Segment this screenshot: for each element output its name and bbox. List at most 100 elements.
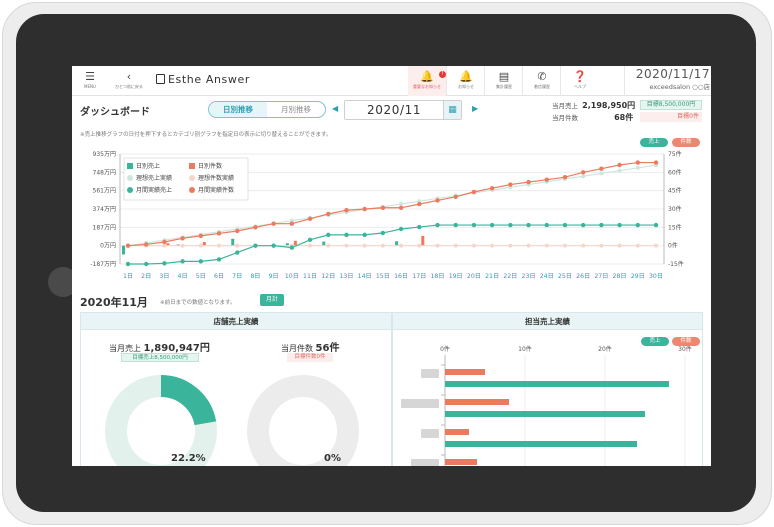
monthly-count-point — [271, 221, 276, 226]
x-tick-label: 4日 — [178, 273, 188, 280]
monthly-count-point — [471, 189, 477, 195]
sales-target-badge: 目標8,500,000円 — [640, 100, 702, 110]
monthly-sales-point — [125, 261, 131, 267]
tab-daily[interactable]: 日別推移 — [209, 102, 267, 117]
ideal-count-point — [399, 243, 404, 248]
monthly-count-point — [398, 205, 404, 210]
monthly-sales-point — [253, 243, 258, 248]
y-right-tick-label: 15件 — [668, 223, 682, 231]
important-notice-button[interactable]: 🔔 ! 重要なお知らせ — [408, 66, 446, 96]
monthly-count-point — [307, 216, 313, 221]
x-tick-label: 28日 — [613, 273, 627, 280]
legend-marker — [127, 175, 133, 181]
daily-count-bar — [202, 242, 206, 246]
monthly-count-line — [127, 161, 656, 247]
daily-sales-bar — [395, 241, 399, 246]
monthly-total-button[interactable]: 月計 — [260, 294, 284, 306]
store-count-label: 当月件数 — [281, 344, 313, 353]
menu-button[interactable]: ☰ MENU — [76, 66, 104, 96]
back-button[interactable]: ‹ ひとつ前に戻る — [110, 66, 148, 96]
monthly-sales-point — [544, 222, 549, 228]
x-tick-label: 17日 — [412, 273, 426, 280]
document-icon: ▤ — [498, 70, 510, 83]
y-left-tick-label: 187万円 — [93, 224, 116, 231]
monthly-sales-point — [271, 243, 276, 248]
x-tick-label: 20日 — [467, 273, 481, 280]
monthly-sales-point — [198, 259, 204, 264]
x-tick-label: 12日 — [321, 273, 335, 280]
tab-monthly[interactable]: 月別推移 — [281, 105, 311, 114]
monthly-sales-point — [453, 222, 458, 228]
call-history-button[interactable]: ✆ 着信履歴 — [524, 66, 560, 96]
ideal-sales-point — [399, 202, 404, 206]
count-toggle-pill[interactable]: 件数 — [672, 138, 700, 147]
staff-count-pill[interactable]: 件数 — [672, 337, 700, 346]
legend-marker — [127, 163, 133, 169]
sales-toggle-pill[interactable]: 売上 — [640, 138, 668, 147]
ideal-count-point — [235, 243, 240, 248]
x-tick-label: 5日 — [196, 273, 206, 280]
monthly-sales-point — [144, 261, 149, 267]
staff-sales-bar — [445, 441, 637, 447]
ideal-count-point — [435, 243, 440, 248]
x-tick-label: 1日 — [123, 273, 133, 280]
bell-icon: 🔔 — [459, 70, 473, 83]
menu-label: MENU — [84, 84, 96, 89]
monthly-sales-point — [489, 222, 495, 228]
monthly-sales-point — [653, 222, 659, 228]
prev-month-arrow-icon[interactable]: ◀ — [332, 104, 339, 113]
divider — [624, 66, 625, 96]
month-picker[interactable]: 2020/11 ▦ — [344, 100, 462, 120]
help-label: ヘルプ — [574, 84, 586, 89]
ideal-count-point — [162, 243, 167, 248]
staff-sales-pill[interactable]: 売上 — [641, 337, 669, 346]
monthly-sales-point — [562, 222, 568, 228]
x-tick-label: 2日 — [141, 273, 151, 280]
ideal-sales-point — [289, 218, 294, 223]
history-button[interactable]: ▤ 集計履歴 — [486, 66, 522, 96]
x-tick-label: 7日 — [232, 273, 242, 280]
monthly-count-summary: 当月件数 68件 — [552, 112, 633, 123]
monthly-sales-point — [526, 222, 531, 228]
legend-label: 日別件数 — [198, 162, 222, 170]
y-left-tick-label: 748万円 — [93, 169, 116, 176]
monthly-sales-point — [362, 232, 367, 238]
legend-label: 理想件数実績 — [198, 174, 234, 182]
divider — [446, 66, 447, 96]
divider — [560, 66, 561, 96]
y-right-tick-label: 45件 — [668, 187, 682, 195]
y-right-tick-label: -15件 — [668, 260, 684, 268]
next-month-arrow-icon[interactable]: ▶ — [472, 104, 479, 113]
daily-count-bar — [421, 235, 425, 246]
monthly-count-point — [562, 175, 568, 180]
monthly-count-point — [125, 243, 131, 248]
chevron-left-icon: ‹ — [126, 70, 132, 83]
x-tick-label: 9日 — [269, 273, 279, 280]
monthly-sales-label: 当月売上 — [552, 102, 578, 110]
x-tick-label: 16日 — [394, 273, 408, 280]
calendar-icon[interactable]: ▦ — [443, 101, 461, 119]
monthly-count-point — [216, 231, 222, 236]
monthly-count-point — [362, 206, 367, 212]
help-button[interactable]: ❓ ヘルプ — [562, 66, 598, 96]
monthly-count-point — [180, 236, 185, 241]
ideal-sales-point — [581, 174, 586, 179]
daily-count-bar — [293, 240, 297, 246]
call-history-label: 着信履歴 — [534, 84, 550, 89]
history-label: 集計履歴 — [496, 84, 512, 89]
x-tick-label: 11日 — [303, 273, 317, 280]
ideal-count-point — [344, 243, 349, 248]
y-left-tick-label: 374万円 — [93, 206, 116, 213]
important-notice-label: 重要なお知らせ — [413, 84, 441, 89]
staff-name-blurred — [421, 429, 439, 438]
phone-icon: ✆ — [537, 70, 547, 83]
store-count-target: 目標件数0件 — [287, 353, 333, 362]
ideal-count-point — [526, 243, 531, 248]
ideal-count-point — [490, 243, 495, 248]
count-donut-track — [247, 375, 359, 466]
ideal-count-point — [417, 243, 422, 248]
ideal-count-point — [180, 243, 185, 248]
y-right-tick-label: 60件 — [668, 168, 682, 176]
notice-button[interactable]: 🔔 お知らせ — [448, 66, 484, 96]
monthly-sales-point — [235, 250, 240, 255]
